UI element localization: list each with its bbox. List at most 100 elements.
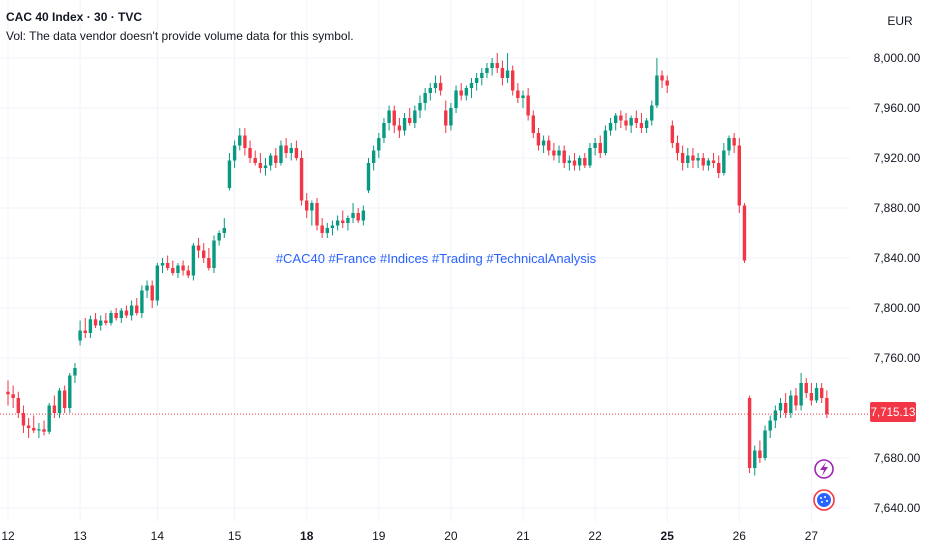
candle-body <box>196 245 201 251</box>
candle-body <box>320 225 324 233</box>
candle-body <box>753 450 757 468</box>
candle-body <box>567 160 572 163</box>
candle-body <box>207 258 211 268</box>
candle-body <box>634 118 638 123</box>
candle-body <box>804 383 808 393</box>
candle-body <box>598 143 602 153</box>
candle-body <box>794 395 798 406</box>
candle-body <box>238 135 242 146</box>
candle-body <box>675 143 680 153</box>
candle-body <box>279 145 283 163</box>
y-tick-label: 8,000.00 <box>874 51 921 65</box>
candle-body <box>155 265 160 301</box>
candle-body <box>572 160 577 166</box>
candle-body <box>253 158 257 163</box>
candle-body <box>227 160 232 188</box>
x-tick-label: 26 <box>733 529 747 543</box>
candle-body <box>773 410 778 421</box>
time-axis: 12 13 14 15 18 19 20 21 22 25 26 27 <box>1 529 818 543</box>
y-tick-label: 7,880.00 <box>874 201 921 215</box>
candle-body <box>583 158 587 166</box>
candle-body <box>717 163 721 173</box>
candle-body <box>124 310 129 316</box>
candle-body <box>346 218 350 223</box>
candle-body <box>330 225 335 228</box>
x-tick-label: 15 <box>228 529 242 543</box>
y-tick-label: 7,680.00 <box>874 451 921 465</box>
candle-body <box>140 290 144 313</box>
candle-body <box>768 420 772 431</box>
candle-body <box>783 403 788 413</box>
candle-body <box>711 160 716 163</box>
candle-body <box>665 80 669 86</box>
x-tick-label: 13 <box>73 529 87 543</box>
symbol-title[interactable]: CAC 40 Index · 30 · TVC <box>6 10 143 24</box>
candle-body <box>691 155 695 161</box>
candle-body <box>459 90 463 96</box>
candle-body <box>356 213 360 221</box>
candle-body <box>408 118 412 123</box>
candle-body <box>351 213 355 218</box>
candle-body <box>747 398 752 468</box>
candle-body <box>114 313 118 318</box>
lightning-icon[interactable] <box>814 459 834 479</box>
x-tick-label: 20 <box>444 529 458 543</box>
candle-body <box>485 68 489 73</box>
candle-body <box>243 135 247 148</box>
candle-body <box>366 163 371 191</box>
candle-body <box>145 285 149 291</box>
candle-body <box>16 398 20 413</box>
y-tick-label: 7,840.00 <box>874 251 921 265</box>
candle-body <box>593 143 597 148</box>
candle-body <box>335 220 340 226</box>
candle-body <box>160 263 165 266</box>
candle-body <box>52 405 57 413</box>
candle-body <box>202 250 206 258</box>
candle-body <box>536 133 541 146</box>
candle-body <box>541 140 546 146</box>
candle-body <box>722 150 726 173</box>
currency-label[interactable]: EUR <box>887 14 913 28</box>
candle-body <box>660 75 664 81</box>
candle-body <box>11 394 15 398</box>
candle-body <box>433 83 438 88</box>
y-tick-label: 7,760.00 <box>874 351 921 365</box>
candle-body <box>428 88 432 93</box>
candle-body <box>577 158 582 166</box>
candle-body <box>258 163 263 168</box>
candle-body <box>402 118 407 131</box>
candle-body <box>217 233 221 241</box>
x-tick-label: 21 <box>516 529 530 543</box>
candle-body <box>37 429 41 431</box>
candle-body <box>650 105 654 121</box>
candle-body <box>521 95 525 98</box>
symbol-legend: CAC 40 Index · 30 · TVC Vol: The data ve… <box>6 8 354 46</box>
y-tick-label: 7,640.00 <box>874 501 921 515</box>
candle-body <box>93 319 98 326</box>
candle-body <box>644 120 649 128</box>
candle-body <box>495 63 499 68</box>
candle-body <box>562 150 566 163</box>
x-tick-label: 18 <box>300 529 314 543</box>
candle-body <box>423 93 427 103</box>
candle-body <box>474 78 479 83</box>
candle-body <box>248 148 252 158</box>
calendar-event-icon[interactable] <box>813 489 835 511</box>
candle-body <box>377 138 381 151</box>
candle-body <box>274 155 278 163</box>
candle-body <box>181 265 185 271</box>
candle-body <box>104 320 108 323</box>
candle-body <box>263 165 268 168</box>
y-tick-label: 7,960.00 <box>874 101 921 115</box>
last-price-badge <box>870 402 916 422</box>
price-axis: 8,000.00 7,960.00 7,920.00 7,880.00 7,840.00… <box>874 51 921 515</box>
candle-body <box>500 68 505 78</box>
candle-body <box>526 95 530 116</box>
candle-body <box>289 148 293 153</box>
candle-body <box>464 88 469 96</box>
candle-body <box>639 123 644 128</box>
candle-body <box>310 203 314 211</box>
candle-body <box>387 110 391 123</box>
